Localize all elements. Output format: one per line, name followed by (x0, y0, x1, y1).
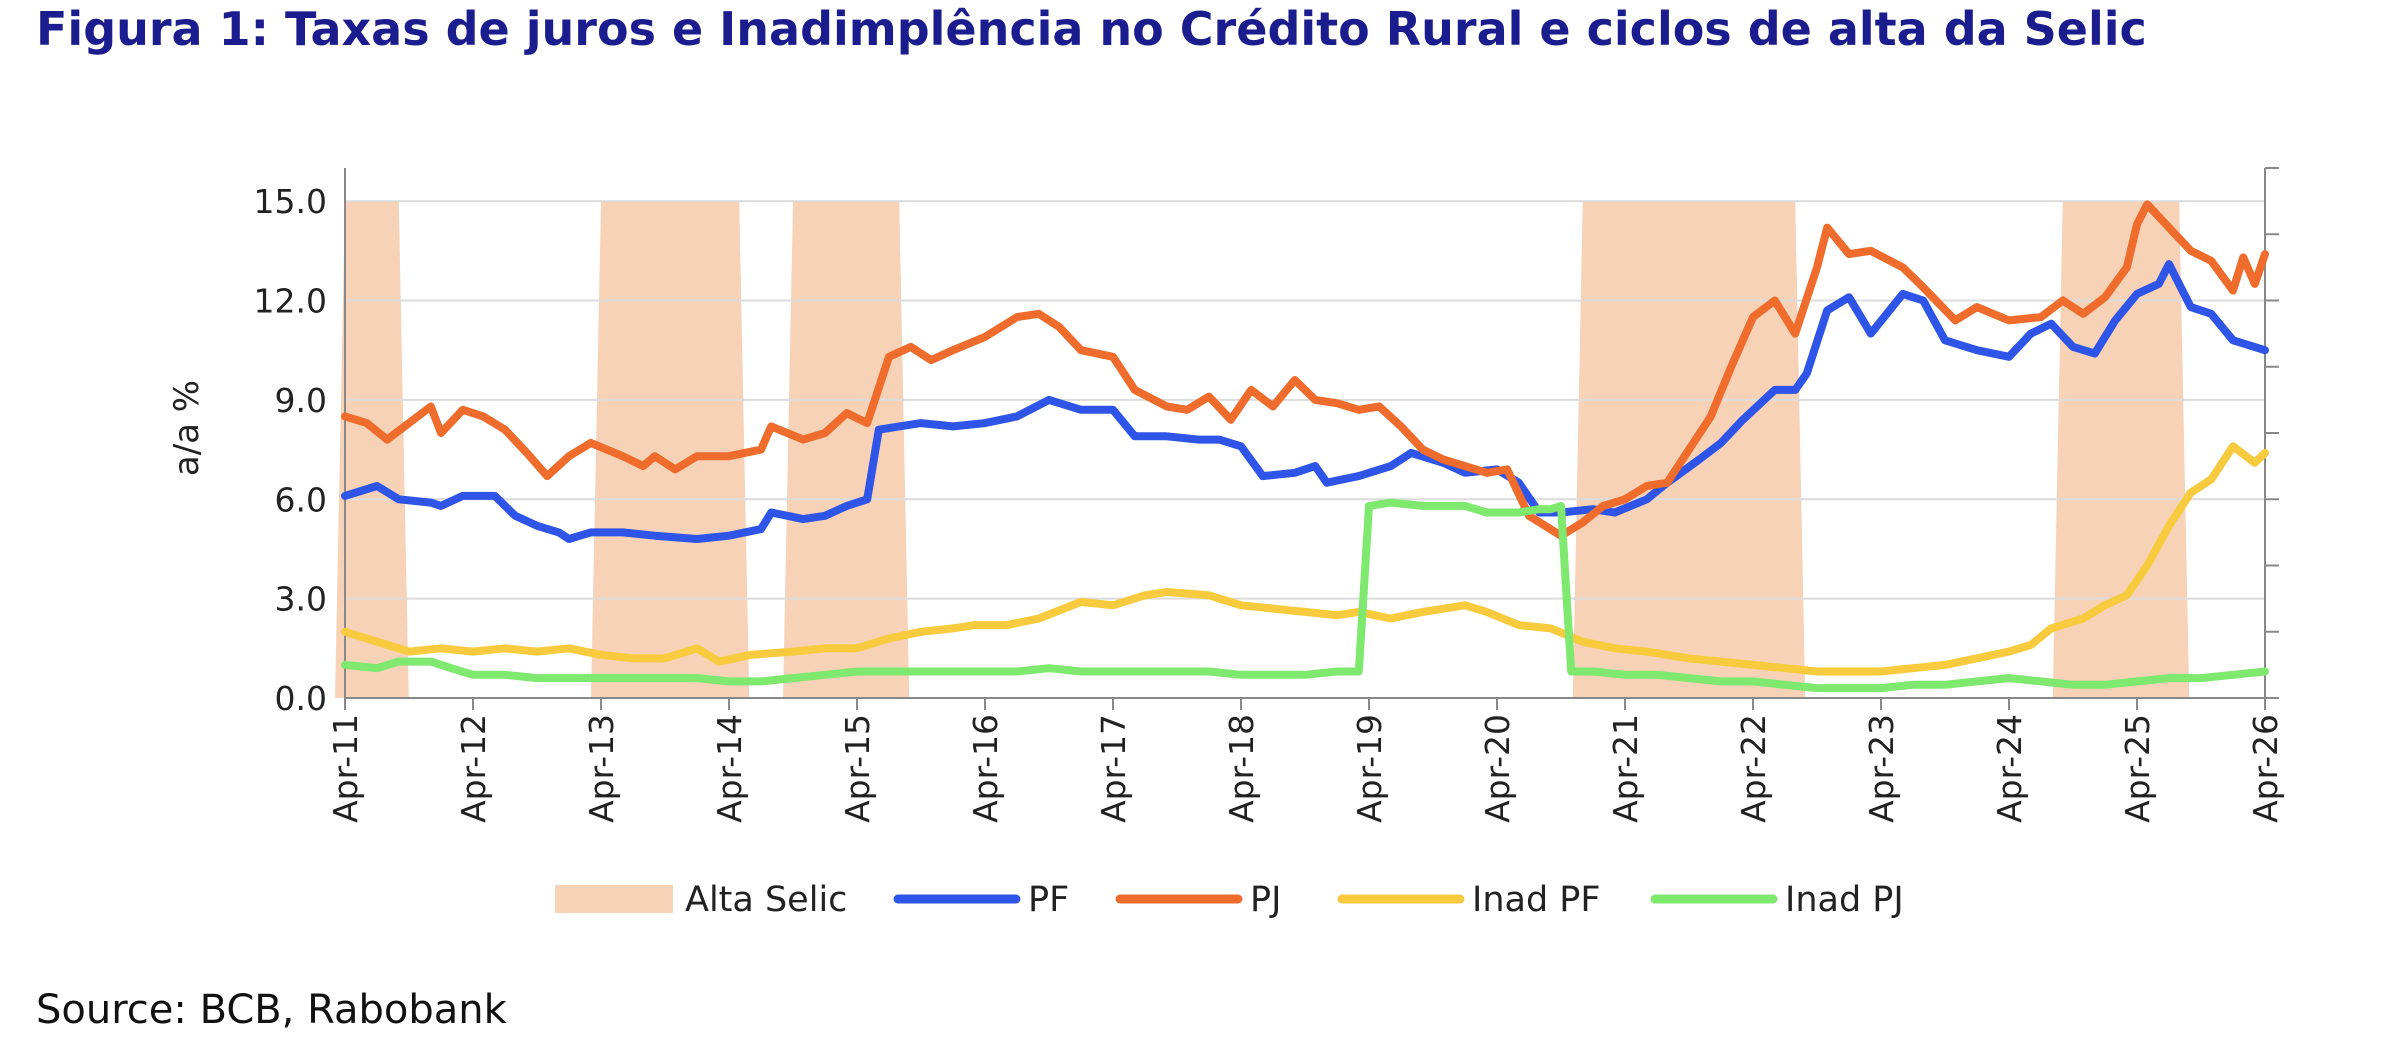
selic-band-0 (335, 201, 409, 698)
figure-title: Figura 1: Taxas de juros e Inadimplência… (36, 2, 2147, 56)
selic-band-2 (783, 201, 910, 698)
x-tick-label-9: Apr-20 (1478, 714, 1517, 823)
x-tick-label-0: Apr-11 (326, 714, 365, 823)
x-tick-label-3: Apr-14 (710, 714, 749, 823)
selic-band-4 (2052, 201, 2190, 698)
series-line-pj (341, 200, 2269, 540)
selic-band-1 (591, 201, 750, 698)
y-ticks: 0.0 3.0 6.0 9.0 12.0 15.0 (254, 182, 327, 718)
legend-label-inad-pj: Inad PJ (1785, 880, 1904, 920)
chart: 0.03.06.09.012.015.0 Apr-11 Apr-12 Apr-13 A… (167, 167, 2285, 920)
x-tick-label-13: Apr-24 (1990, 714, 2029, 823)
y-tick-label-4: 12.0 (254, 282, 327, 321)
y-tick-label-0: 0.0 (275, 679, 327, 718)
source-note: Source: BCB, Rabobank (36, 987, 507, 1033)
x-tick-label-14: Apr-25 (2118, 714, 2157, 823)
x-tick-label-7: Apr-18 (1222, 714, 1261, 823)
x-tick-label-5: Apr-16 (966, 714, 1005, 823)
legend-label-inad-pf: Inad PF (1472, 880, 1601, 920)
x-tick-label-4: Apr-15 (838, 714, 877, 823)
x-tick-label-10: Apr-21 (1606, 714, 1645, 823)
x-tick-label-6: Apr-17 (1094, 714, 1133, 823)
x-tick-label-11: Apr-22 (1734, 714, 1773, 823)
y-tick-label-5: 15.0 (254, 182, 327, 221)
legend: Alta Selic PF PJ Inad PF Inad PJ (555, 880, 1904, 920)
legend-swatch-alta-selic (555, 885, 673, 913)
legend-label-alta-selic: Alta Selic (685, 880, 847, 920)
x-tick-label-2: Apr-13 (582, 714, 621, 823)
legend-label-pj: PJ (1250, 880, 1281, 920)
y-axis-label: a/a % (167, 380, 207, 476)
x-tick-label-15: Apr-26 (2246, 714, 2285, 823)
gridlines (345, 200, 2265, 600)
x-tick-label-1: Apr-12 (454, 714, 493, 823)
x-tick-label-8: Apr-19 (1350, 714, 1389, 823)
legend-label-pf: PF (1028, 880, 1069, 920)
series-line-inad-pj (341, 498, 2269, 693)
axes (344, 167, 2279, 699)
y-tick-label-1: 3.0 (275, 580, 327, 619)
y-tick-label-2: 6.0 (275, 480, 327, 519)
x-tick-label-12: Apr-23 (1862, 714, 1901, 823)
x-ticks: Apr-11 Apr-12 Apr-13 Apr-14 Apr-15 Apr-16 Apr-… (326, 698, 2285, 823)
series-line-pf (341, 260, 2269, 543)
y-tick-label-3: 9.0 (275, 381, 327, 420)
series-lines (341, 200, 2269, 693)
